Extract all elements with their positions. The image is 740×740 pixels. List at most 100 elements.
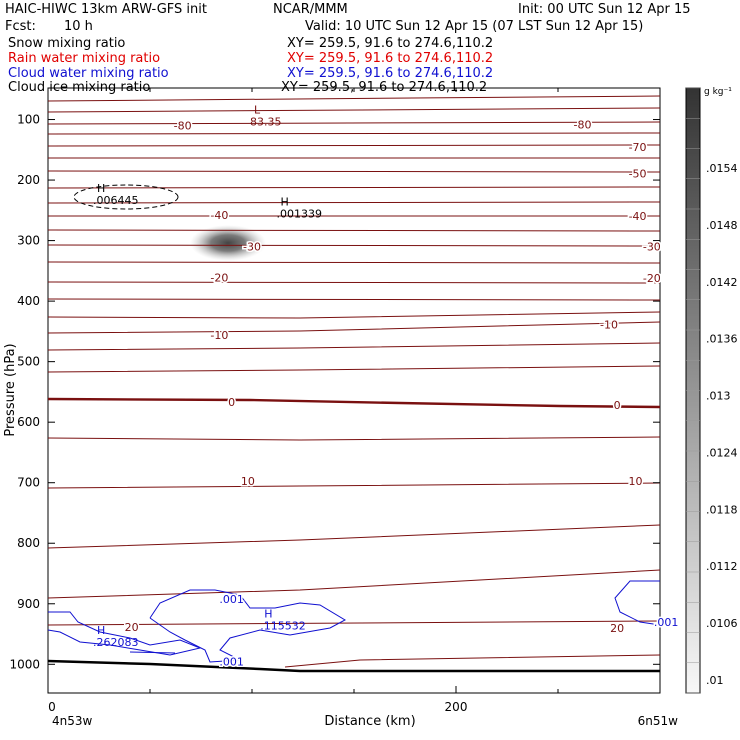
temp-contour [47,311,661,319]
temperature-contour-label: -40 [210,209,228,222]
temperature-contour-label: 10 [241,475,255,488]
legend-cloud-water-xy: XY= 259.5, 91.6 to 274.6,110.2 [287,66,494,81]
y-tick-label: 100 [17,113,40,127]
temp-contour [47,229,661,232]
temp-contour [47,132,661,135]
y-tick-label: 900 [17,597,40,611]
temperature-contour-label: -20 [210,272,228,285]
cloud-water-contour-label: .001 [654,616,679,629]
cloud-water-contour [47,611,202,656]
cloud-water-contour [149,589,347,663]
colorbar-tick-label: .0124 [706,446,738,459]
y-axis-ticks [48,119,660,665]
init-time: Init: 00 UTC Sun 12 Apr 15 [518,2,691,17]
cloud-water-contour-label: .001 [219,655,244,668]
temp-contour [47,569,661,599]
temperature-contour-label: 0 [614,399,621,412]
y-tick-label: 800 [17,536,40,550]
extremum-value: .001339 [277,208,323,221]
snow-mixing-ratio-shading [190,225,266,261]
temp-contour [47,321,661,334]
colorbar-tick-label: .0154 [706,162,738,175]
temperature-contour-label: -20 [643,272,661,285]
temperature-contour-label: -10 [600,319,618,332]
x-end-label-right: 6n51w [638,714,679,728]
x-tick-label: 0 [48,700,56,714]
y-tick-label: 600 [17,415,40,429]
cloud-water-contours [47,580,661,663]
y-tick-label: 300 [17,234,40,248]
temperature-contour-label: -80 [174,120,192,133]
temperature-contours [47,95,661,668]
extremum-value: 83.35 [250,116,281,129]
temp-contour [47,397,661,409]
extremum-marker: H [97,182,105,195]
temp-contour [47,170,661,173]
x-axis-ticks [47,88,661,693]
temp-contour [47,342,661,351]
colorbar-tick-label: .0136 [706,333,738,346]
temp-contour [47,201,661,204]
y-tick-label: 1000 [9,657,40,671]
extremum-value: .115532 [260,620,306,633]
legend-rain-xy: XY= 259.5, 91.6 to 274.6,110.2 [287,51,494,66]
contour-labels: -80 -80 -70 -50 -40 -40 -30 -30 -20 -20 -10 -10 0 0 10… [93,104,680,670]
cloud-ice-contour [73,184,179,210]
colorbar-tick-label: .013 [706,390,731,403]
colorbar-tick-label: .0118 [706,503,738,516]
temperature-contour-label: -50 [629,167,647,180]
temperature-contour-label: 0 [228,396,235,409]
temp-contour [47,365,661,373]
source-label: NCAR/MMM [273,2,348,17]
extremum-value: .006445 [93,194,138,207]
extremum-value: .262083 [93,636,138,649]
y-tick-label: 200 [17,173,40,187]
extremum-marker: H [264,608,272,621]
temperature-contour-label: -80 [573,118,591,131]
temp-contour [47,261,661,264]
colorbar-unit: g kg⁻¹ [704,87,732,97]
colorbar-tick-label: .0112 [706,560,738,573]
x-axis-title: Distance (km) [324,714,415,729]
temperature-contour-label: 10 [629,475,643,488]
temp-contour [47,121,661,125]
extremum-marker: H [97,624,105,637]
cloud-water-contour [614,580,661,626]
colorbar-tick-label: .01 [706,674,724,687]
colorbar-tick-label: .0142 [706,276,738,289]
cloud-water-contour-label: .001 [219,593,244,606]
y-tick-label: 400 [17,294,40,308]
temp-contour [47,281,661,284]
temp-contour [47,620,661,626]
temp-contour [47,524,661,549]
temperature-contour-label: -30 [643,241,661,254]
colorbar-tick-label: .0148 [706,219,738,232]
temp-contour [47,107,661,113]
forecast-hours: 10 h [64,19,93,34]
chart-title: HAIC-HIWC 13km ARW-GFS init [5,2,207,17]
cloud-water-contour [129,651,176,654]
colorbar-tick-label: .0106 [706,617,738,630]
colorbar: .0154 .0148 .0142 .0136 .013 .0124 .0118 .0112.… [685,87,738,694]
temp-contour [47,244,661,247]
temp-contour [47,144,661,147]
plot-frame [47,87,661,694]
y-axis-title: Pressure (hPa) [3,343,18,436]
temperature-contour-label: 20 [125,621,139,634]
y-axis-tick-labels: 100 200 300 400 500 600 700 800 900 1000 [9,113,40,672]
legend-snow: Snow mixing ratio [8,36,126,51]
temperature-contour-label: -40 [629,210,647,223]
temperature-contour-label: -70 [629,141,647,154]
temp-contour [47,436,661,441]
temp-contour [284,654,661,668]
temp-contour [47,482,661,489]
temp-contour [47,95,661,102]
y-tick-label: 500 [17,355,40,369]
x-tick-label: 200 [445,700,468,714]
temp-contour [47,298,661,301]
terrain-line [47,659,660,673]
extremum-marker: H [281,196,289,209]
forecast-label: Fcst: [5,19,36,34]
valid-time: Valid: 10 UTC Sun 12 Apr 15 (07 LST Sun … [305,19,644,34]
legend-snow-xy: XY= 259.5, 91.6 to 274.6,110.2 [287,36,494,51]
